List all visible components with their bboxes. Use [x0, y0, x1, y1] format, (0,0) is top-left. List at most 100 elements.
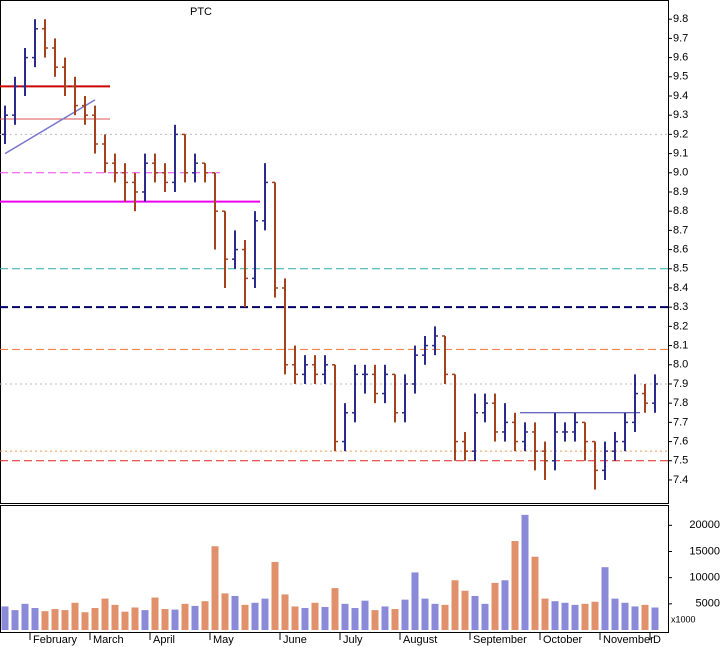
volume-bar	[591, 601, 599, 630]
y-tick-label: 9.2	[673, 128, 688, 140]
volume-bar	[651, 607, 659, 630]
volume-bar	[131, 607, 139, 630]
volume-bar	[551, 601, 559, 630]
volume-bar	[341, 603, 349, 630]
volume-bar	[51, 609, 59, 630]
volume-tick-label: 5000	[696, 598, 720, 610]
volume-bar	[421, 598, 429, 630]
volume-bar	[631, 606, 639, 630]
y-tick-label: 9.6	[673, 52, 688, 64]
volume-bar	[251, 602, 259, 630]
volume-tick-label: 10000	[689, 572, 720, 584]
volume-bar	[21, 603, 29, 630]
volume-bar	[351, 608, 359, 630]
volume-bar	[101, 598, 109, 630]
volume-bar	[331, 588, 339, 630]
y-tick-label: 7.7	[673, 416, 688, 428]
y-tick-label: 7.9	[673, 378, 688, 390]
volume-bar	[141, 610, 149, 630]
y-tick-label: 9.7	[673, 32, 688, 44]
volume-bar	[401, 599, 409, 630]
volume-bar	[271, 561, 279, 630]
volume-bar	[151, 597, 159, 630]
volume-bar	[621, 602, 629, 630]
volume-bar	[361, 600, 369, 630]
y-tick-label: 8.9	[673, 186, 688, 198]
volume-bar	[121, 611, 129, 630]
volume-bar	[501, 580, 509, 630]
y-tick-label: 8.6	[673, 243, 688, 255]
x-tick-label: April	[153, 634, 175, 646]
volume-bar	[11, 610, 19, 630]
x-tick-label: October	[543, 634, 582, 646]
volume-bar	[261, 598, 269, 630]
volume-bar	[601, 567, 609, 630]
volume-bar	[451, 580, 459, 630]
x-tick-label: July	[343, 634, 363, 646]
y-tick-label: 7.8	[673, 397, 688, 409]
volume-bar	[321, 606, 329, 630]
y-tick-label: 8.8	[673, 205, 688, 217]
volume-bar	[311, 602, 319, 630]
volume-bar	[611, 598, 619, 630]
volume-bar	[281, 594, 289, 630]
trend-line	[4, 99, 96, 155]
volume-unit: x1000	[671, 614, 696, 624]
volume-bar	[191, 605, 199, 630]
x-tick-label: D	[653, 634, 661, 646]
y-tick-label: 7.5	[673, 455, 688, 467]
volume-bar	[571, 604, 579, 630]
y-tick-label: 9.1	[673, 147, 688, 159]
x-tick-label: September	[473, 634, 527, 646]
volume-bar	[221, 593, 229, 630]
y-tick-label: 8.7	[673, 224, 688, 236]
y-tick-label: 8.1	[673, 339, 688, 351]
y-tick-label: 9.4	[673, 90, 688, 102]
volume-bar	[61, 610, 69, 630]
volume-bar	[391, 609, 399, 630]
volume-bar	[171, 609, 179, 630]
volume-bar	[581, 603, 589, 630]
volume-bar	[81, 612, 89, 630]
y-tick-label: 9.0	[673, 167, 688, 179]
volume-bar	[511, 541, 519, 630]
volume-bar	[241, 604, 249, 630]
y-tick-label: 8.0	[673, 359, 688, 371]
volume-bar	[471, 595, 479, 630]
volume-bar	[291, 606, 299, 630]
y-tick-label: 7.6	[673, 435, 688, 447]
volume-bar	[381, 606, 389, 630]
volume-bar	[31, 608, 39, 630]
y-tick-label: 9.5	[673, 71, 688, 83]
volume-tick-label: 15000	[689, 545, 720, 557]
x-tick-label: May	[213, 634, 234, 646]
volume-bar	[521, 514, 529, 630]
y-tick-label: 9.8	[673, 13, 688, 25]
volume-bar	[461, 590, 469, 630]
volume-bar	[211, 546, 219, 630]
volume-bar	[41, 611, 49, 630]
volume-bar	[641, 604, 649, 630]
x-tick-label: November	[603, 634, 654, 646]
volume-bar	[371, 610, 379, 630]
y-tick-label: 7.4	[673, 474, 688, 486]
volume-bar	[561, 602, 569, 630]
volume-bar	[71, 602, 79, 630]
y-tick-label: 9.3	[673, 109, 688, 121]
y-tick-label: 8.3	[673, 301, 688, 313]
volume-bar	[491, 582, 499, 630]
volume-bar	[301, 608, 309, 630]
volume-bar	[231, 595, 239, 630]
x-tick-label: August	[403, 634, 437, 646]
y-tick-label: 8.5	[673, 263, 688, 275]
y-tick-label: 8.2	[673, 320, 688, 332]
volume-bar	[431, 603, 439, 630]
volume-bar	[541, 598, 549, 630]
x-tick-label: February	[33, 634, 78, 646]
volume-tick-label: 20000	[689, 519, 720, 531]
x-tick-label: March	[93, 634, 124, 646]
y-tick-label: 8.4	[673, 282, 688, 294]
volume-bar	[531, 556, 539, 630]
